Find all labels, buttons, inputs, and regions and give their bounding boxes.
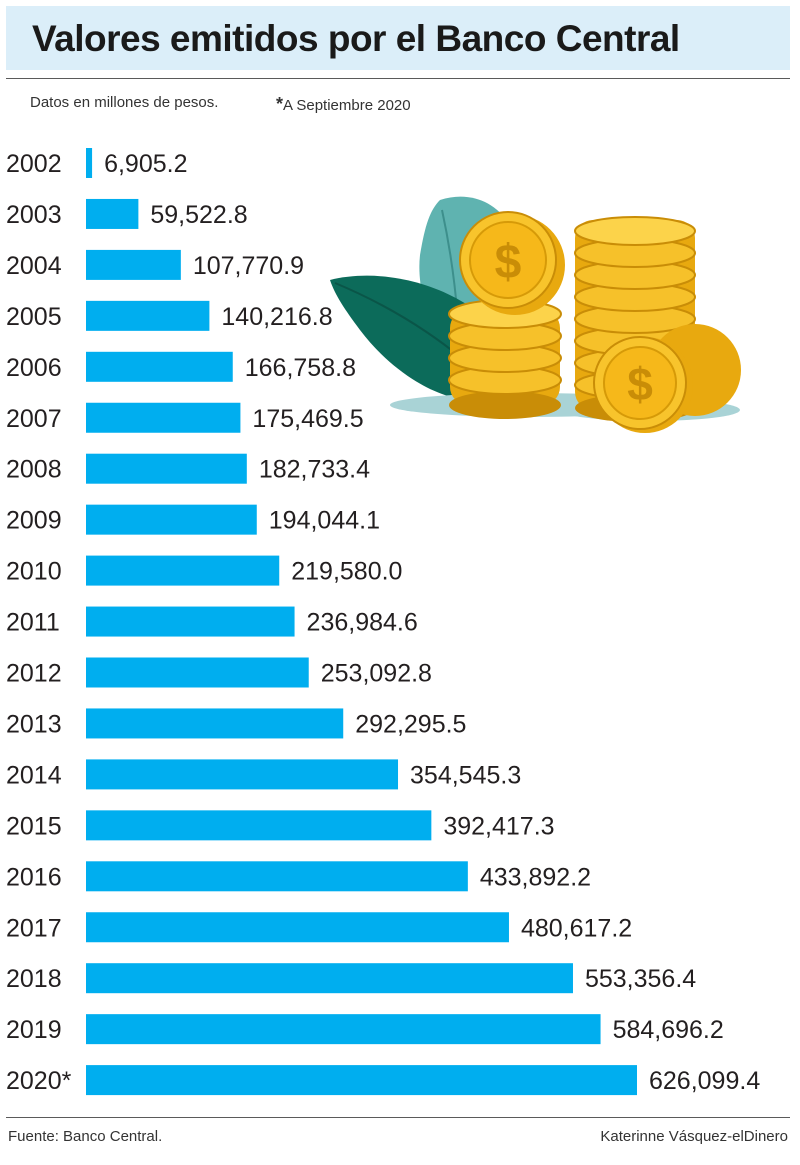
category-label: 2016 [6,863,62,891]
value-label: 182,733.4 [259,456,370,484]
value-label: 6,905.2 [104,150,187,178]
value-label: 253,092.8 [321,660,432,688]
bar [86,555,280,586]
value-label: 626,099.4 [649,1067,760,1095]
dollar-coin-icon: $ [459,211,565,315]
value-label: 166,758.8 [245,354,356,382]
date-note-text: A Septiembre 2020 [283,97,411,114]
value-label: 553,356.4 [585,965,696,993]
bar [86,708,344,739]
bar [86,453,247,484]
bar [86,504,257,535]
dollar-coin-icon: $ [593,324,741,433]
coin-stack-icon [448,299,562,419]
value-label: 175,469.5 [252,405,363,433]
category-label: 2005 [6,303,62,331]
category-label: 2013 [6,710,62,738]
bar [86,861,468,892]
category-label: 2010 [6,558,62,586]
category-label: 2014 [6,761,62,789]
value-label: 194,044.1 [269,507,380,535]
date-note-asterisk: * [276,94,284,114]
value-label: 292,295.5 [355,710,466,738]
svg-text:$: $ [495,236,522,289]
category-label: 2009 [6,507,62,535]
category-label: 2020* [6,1067,72,1095]
bar [86,249,181,280]
coins-and-leaves-icon: $ $ [330,196,741,433]
category-label: 2008 [6,456,62,484]
bar [86,402,241,433]
category-label: 2011 [6,609,60,637]
top-divider [6,78,790,79]
bar [86,1065,637,1096]
bar [86,810,432,841]
units-note: Datos en millones de pesos. [30,94,219,111]
value-label: 236,984.6 [307,609,418,637]
bar [86,1014,601,1045]
date-note: *A Septiembre 2020 [276,94,411,115]
chart-title: Valores emitidos por el Banco Central [32,18,680,59]
category-label: 2007 [6,405,62,433]
bar [86,351,233,382]
bar [86,657,309,688]
value-label: 59,522.8 [150,201,247,229]
bar [86,300,210,331]
category-label: 2017 [6,914,62,942]
bottom-divider [6,1117,790,1118]
category-label: 2019 [6,1016,62,1044]
bar-chart: 2002 6,905.2 2003 59,522.8 2004 107,770.9 2005… [6,148,760,1096]
category-label: 2002 [6,150,62,178]
value-label: 433,892.2 [480,863,591,891]
value-label: 392,417.3 [443,812,554,840]
bar [86,198,139,229]
value-label: 584,696.2 [613,1016,724,1044]
bar [86,912,509,943]
value-label: 107,770.9 [193,252,304,280]
title-bar: Valores emitidos por el Banco Central [6,6,790,70]
category-label: 2015 [6,812,62,840]
value-label: 140,216.8 [221,303,332,331]
svg-text:$: $ [627,358,653,410]
bar [86,606,295,637]
category-label: 2012 [6,660,62,688]
value-label: 354,545.3 [410,761,521,789]
category-label: 2003 [6,201,62,229]
bar [86,963,573,994]
category-label: 2004 [6,252,62,280]
value-label: 480,617.2 [521,914,632,942]
category-label: 2018 [6,965,62,993]
category-label: 2006 [6,354,62,382]
bar [86,148,93,178]
bar [86,759,399,790]
source-note: Fuente: Banco Central. [8,1128,163,1145]
value-label: 219,580.0 [291,558,402,586]
author-credit: Katerinne Vásquez-elDinero [600,1128,788,1145]
